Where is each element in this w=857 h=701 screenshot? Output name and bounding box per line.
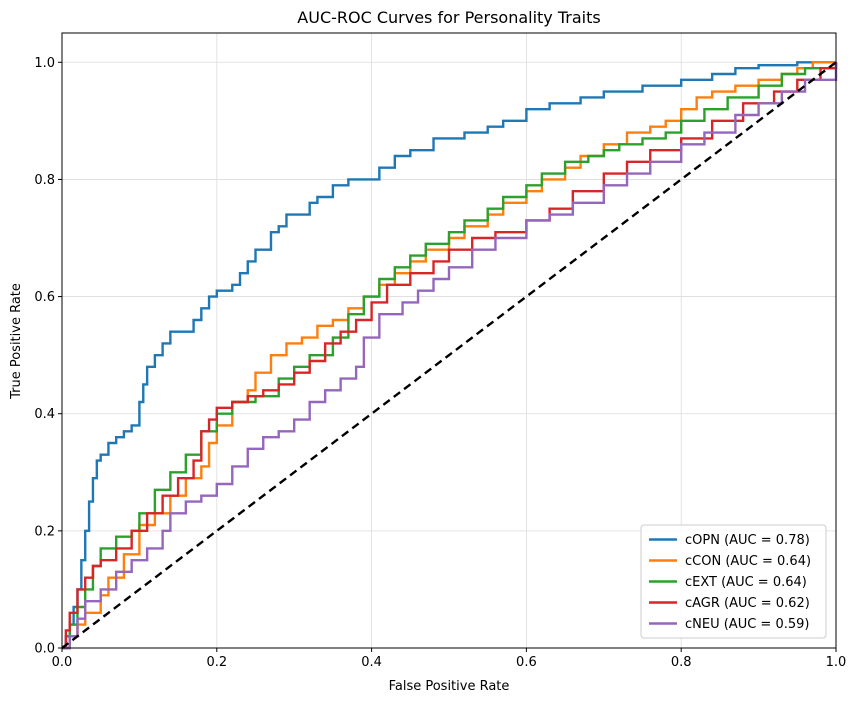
series-line-copn xyxy=(62,61,836,650)
plot-lines xyxy=(61,61,838,650)
y-tick-label: 0.4 xyxy=(34,407,55,422)
y-tick-label: 0.6 xyxy=(34,290,55,305)
x-tick-label: 0.0 xyxy=(52,655,73,670)
legend: cOPN (AUC = 0.78) cCON (AUC = 0.64) cEXT (… xyxy=(640,524,827,639)
x-tick-label: 1.0 xyxy=(826,655,847,670)
legend-label: cAGR (AUC = 0.62) xyxy=(685,596,810,611)
series-line-cagr xyxy=(62,62,838,650)
grid xyxy=(61,33,837,649)
diagonal-reference-line xyxy=(61,61,837,649)
y-axis-ticks: 0.0 0.2 0.4 0.6 0.8 1.0 xyxy=(34,56,62,657)
y-tick-label: 0.8 xyxy=(34,173,55,188)
legend-box xyxy=(640,524,827,639)
x-tick-label: 0.8 xyxy=(671,655,692,670)
y-tick-label: 1.0 xyxy=(34,56,55,71)
legend-label: cOPN (AUC = 0.78) xyxy=(685,533,810,548)
x-tick-label: 0.4 xyxy=(361,655,382,670)
chart-title: AUC-ROC Curves for Personality Traits xyxy=(297,8,600,27)
x-tick-label: 0.6 xyxy=(516,655,537,670)
legend-label: cEXT (AUC = 0.64) xyxy=(685,575,807,590)
legend-label: cNEU (AUC = 0.59) xyxy=(685,617,809,632)
y-axis-label: True Positive Rate xyxy=(9,283,24,400)
x-axis-label: False Positive Rate xyxy=(389,679,510,694)
x-axis-ticks: 0.0 0.2 0.4 0.6 0.8 1.0 xyxy=(52,648,847,670)
y-tick-label: 0.0 xyxy=(34,642,55,657)
x-tick-label: 0.2 xyxy=(206,655,227,670)
legend-label: cCON (AUC = 0.64) xyxy=(685,554,811,569)
series-line-cneu xyxy=(62,62,838,650)
y-tick-label: 0.2 xyxy=(34,524,55,539)
plot-frame xyxy=(61,32,837,649)
